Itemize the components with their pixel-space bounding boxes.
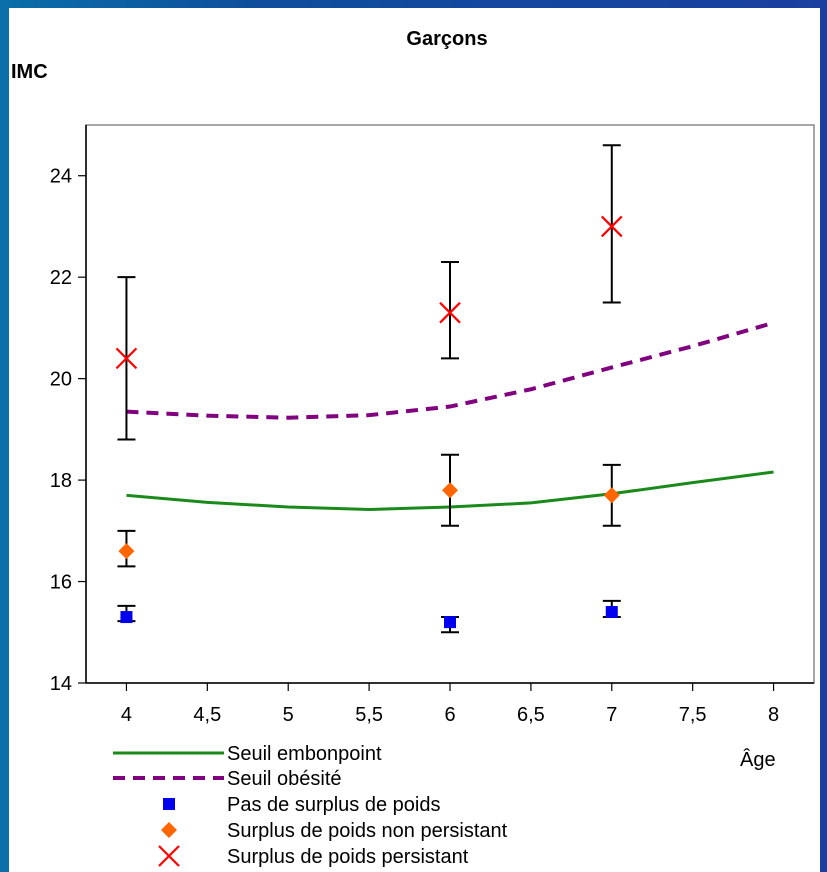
asterisk-stroke xyxy=(115,347,138,370)
x-tick-label: 5,5 xyxy=(355,704,383,726)
legend-marker xyxy=(158,845,180,867)
chart: Garçons IMC Âge 4 4,5 5 5,5 6 6,5 7 7,5 8 14 16 18 2… xyxy=(11,28,815,868)
data-point-square xyxy=(444,616,456,629)
legend-entry: Seuil embonpoint xyxy=(227,743,382,765)
data-point-square xyxy=(605,605,618,618)
data-point-asterisk xyxy=(439,301,461,324)
x-tick-label: 8 xyxy=(768,704,779,726)
x-tick-label: 7 xyxy=(606,704,617,726)
legend: Seuil embonpoint Seuil obésité Pas de surp… xyxy=(113,743,508,868)
y-tick-label: 14 xyxy=(50,673,72,695)
data-point-diamond xyxy=(118,543,135,560)
asterisk-stroke xyxy=(439,301,461,324)
asterisk-stroke xyxy=(600,215,623,238)
y-tick-label: 24 xyxy=(50,166,72,188)
data-point-square xyxy=(120,611,133,624)
x-tick-label: 7,5 xyxy=(679,704,707,726)
chart-frame: Garçons IMC Âge 4 4,5 5 5,5 6 6,5 7 7,5 8 14 16 18 2… xyxy=(9,8,820,872)
seuil-obesite-line xyxy=(126,320,775,420)
y-tick-label: 18 xyxy=(50,470,72,492)
x-tick-label: 6,5 xyxy=(517,704,545,726)
data-point-diamond xyxy=(442,482,458,499)
y-tick-label: 22 xyxy=(50,267,72,289)
legend-marker xyxy=(161,822,177,838)
legend-entry: Surplus de poids non persistant xyxy=(227,820,508,842)
x-axis-label: Âge xyxy=(740,748,776,771)
axis-ticks: 4 4,5 5 5,5 6 6,5 7 7,5 8 14 16 18 20 22 24 xyxy=(50,166,779,726)
asterisk-stroke xyxy=(158,845,180,867)
data-point-diamond xyxy=(603,487,620,504)
y-axis-label: IMC xyxy=(11,61,48,83)
data-marks xyxy=(115,144,775,634)
plot-area xyxy=(85,124,815,684)
x-tick-label: 5 xyxy=(283,704,294,726)
x-tick-label: 4 xyxy=(121,704,132,726)
x-tick-label: 4,5 xyxy=(193,704,221,726)
legend-entry: Seuil obésité xyxy=(227,768,342,790)
legend-entry: Pas de surplus de poids xyxy=(227,794,440,816)
y-tick-label: 20 xyxy=(50,369,72,391)
data-point-asterisk xyxy=(115,347,138,370)
y-tick-label: 16 xyxy=(50,572,72,594)
data-point-asterisk xyxy=(600,215,623,238)
legend-entry: Surplus de poids persistant xyxy=(227,846,469,868)
x-tick-label: 6 xyxy=(444,704,455,726)
legend-marker xyxy=(163,798,175,810)
chart-title: Garçons xyxy=(406,28,487,50)
